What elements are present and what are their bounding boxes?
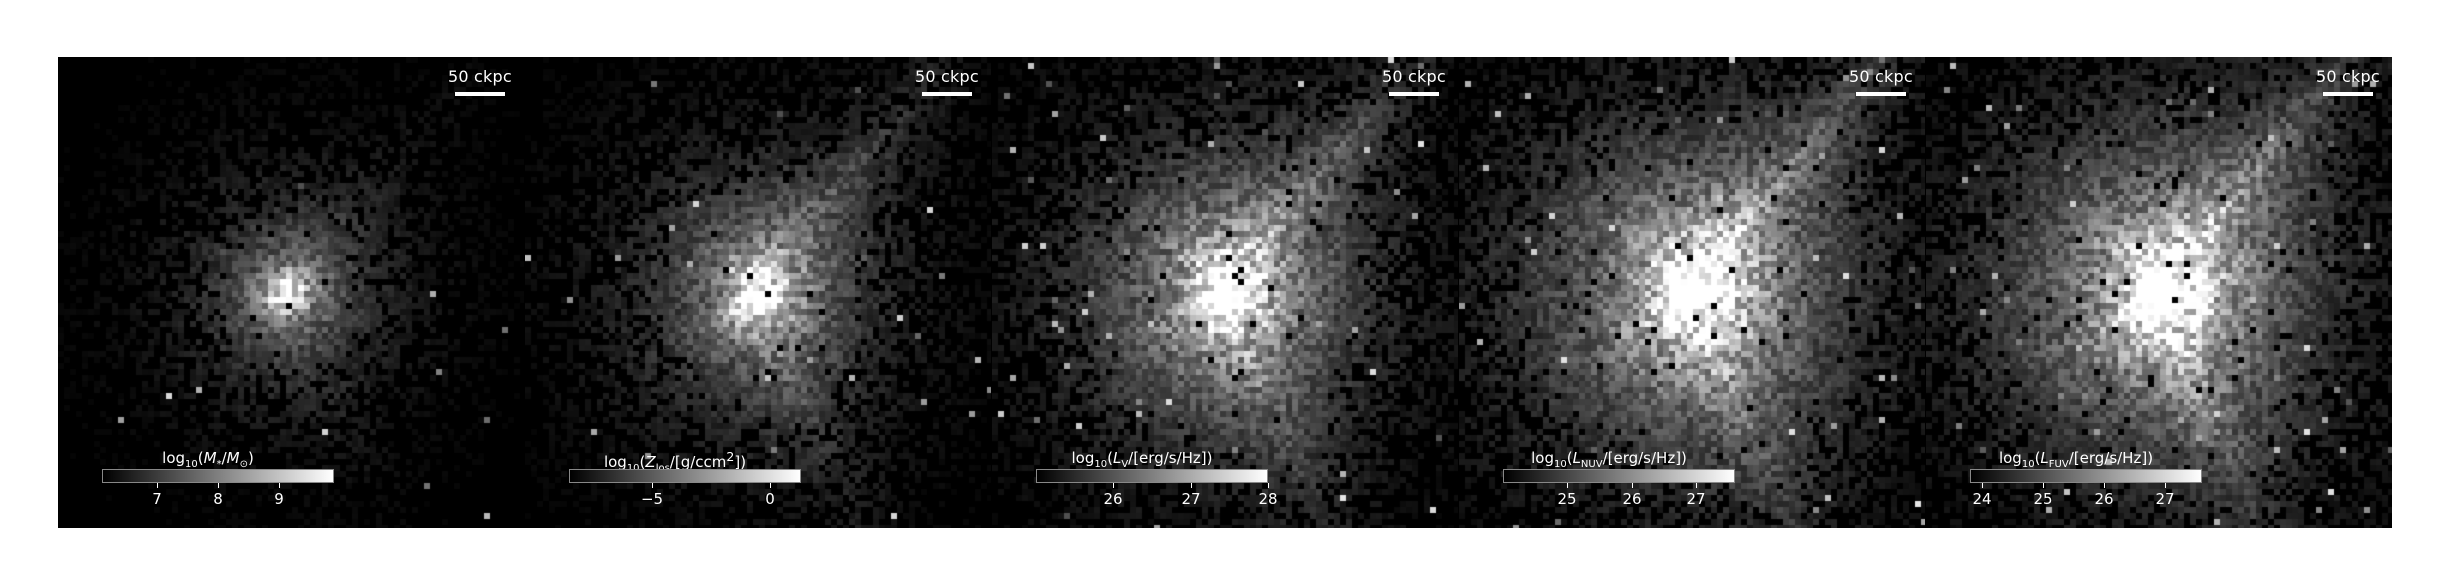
colorbar-tick <box>2165 483 2166 488</box>
colorbar-tick <box>770 483 771 488</box>
colorbar-tick <box>1982 483 1983 488</box>
scalebar-label: 50 ckpc <box>1382 67 1446 86</box>
colorbar-tick-label: 24 <box>1972 490 1992 508</box>
colorbar-tick-label: 25 <box>2033 490 2053 508</box>
colorbar-tick-label: 27 <box>1686 490 1706 508</box>
scalebar-label: 50 ckpc <box>448 67 512 86</box>
colorbar-tick <box>2043 483 2044 488</box>
colorbar <box>1036 469 1268 483</box>
figure-strip: 50 ckpc log10(M*/M⊙) 7 8 9 50 ckpc log10(Zlos/… <box>58 57 2392 528</box>
colorbar <box>569 469 801 483</box>
galaxy-map <box>525 57 991 528</box>
scalebar <box>922 92 972 96</box>
colorbar-tick-label: 27 <box>1181 490 1201 508</box>
colorbar-label: log10(M*/M⊙) <box>162 449 254 470</box>
scalebar <box>2323 92 2373 96</box>
colorbar-tick <box>157 483 158 488</box>
colorbar <box>1970 469 2202 483</box>
colorbar-tick <box>1632 483 1633 488</box>
colorbar-tick-label: 26 <box>1103 490 1123 508</box>
colorbar-tick <box>1268 483 1269 488</box>
colorbar-tick-label: −5 <box>640 490 664 508</box>
colorbar-label: log10(LNUV/[erg/s/Hz]) <box>1531 449 1687 470</box>
scalebar-label: 50 ckpc <box>1849 67 1913 86</box>
colorbar-label: log10(LV/[erg/s/Hz]) <box>1071 449 1213 470</box>
colorbar-tick <box>1696 483 1697 488</box>
scalebar <box>1856 92 1906 96</box>
galaxy-map <box>58 57 524 528</box>
image-panel-3: 50 ckpc log10(LV/[erg/s/Hz]) 26 27 28 <box>992 57 1458 528</box>
colorbar-tick-label: 26 <box>2094 490 2114 508</box>
colorbar-tick-label: 8 <box>213 490 223 508</box>
colorbar-tick <box>652 483 653 488</box>
colorbar-tick <box>218 483 219 488</box>
colorbar-label: log10(LFUV/[erg/s/Hz]) <box>1998 449 2154 470</box>
image-panel-2: 50 ckpc log10(Zlos/[g/ccm2]) −5 0 <box>525 57 991 528</box>
colorbar-tick <box>1567 483 1568 488</box>
colorbar <box>102 469 334 483</box>
colorbar-tick-label: 0 <box>765 490 775 508</box>
colorbar-tick-label: 7 <box>152 490 162 508</box>
colorbar-tick <box>1113 483 1114 488</box>
colorbar-tick-label: 27 <box>2155 490 2175 508</box>
colorbar-tick <box>1191 483 1192 488</box>
scalebar <box>455 92 505 96</box>
scalebar <box>1389 92 1439 96</box>
image-panel-1: 50 ckpc log10(M*/M⊙) 7 8 9 <box>58 57 524 528</box>
scalebar-label: 50 ckpc <box>915 67 979 86</box>
image-panel-5: 50 ckpc log10(LFUV/[erg/s/Hz]) 24 25 26 27 <box>1926 57 2392 528</box>
colorbar-tick-label: 25 <box>1557 490 1577 508</box>
galaxy-map <box>992 57 1458 528</box>
galaxy-map <box>1926 57 2392 528</box>
image-panel-4: 50 ckpc log10(LNUV/[erg/s/Hz]) 25 26 27 <box>1459 57 1925 528</box>
colorbar-tick-label: 26 <box>1622 490 1642 508</box>
scalebar-label: 50 ckpc <box>2316 67 2380 86</box>
colorbar <box>1503 469 1735 483</box>
colorbar-label: log10(Zlos/[g/ccm2]) <box>603 449 747 474</box>
galaxy-map <box>1459 57 1925 528</box>
colorbar-tick-label: 28 <box>1258 490 1278 508</box>
colorbar-tick-label: 9 <box>274 490 284 508</box>
colorbar-tick <box>279 483 280 488</box>
colorbar-tick <box>2104 483 2105 488</box>
